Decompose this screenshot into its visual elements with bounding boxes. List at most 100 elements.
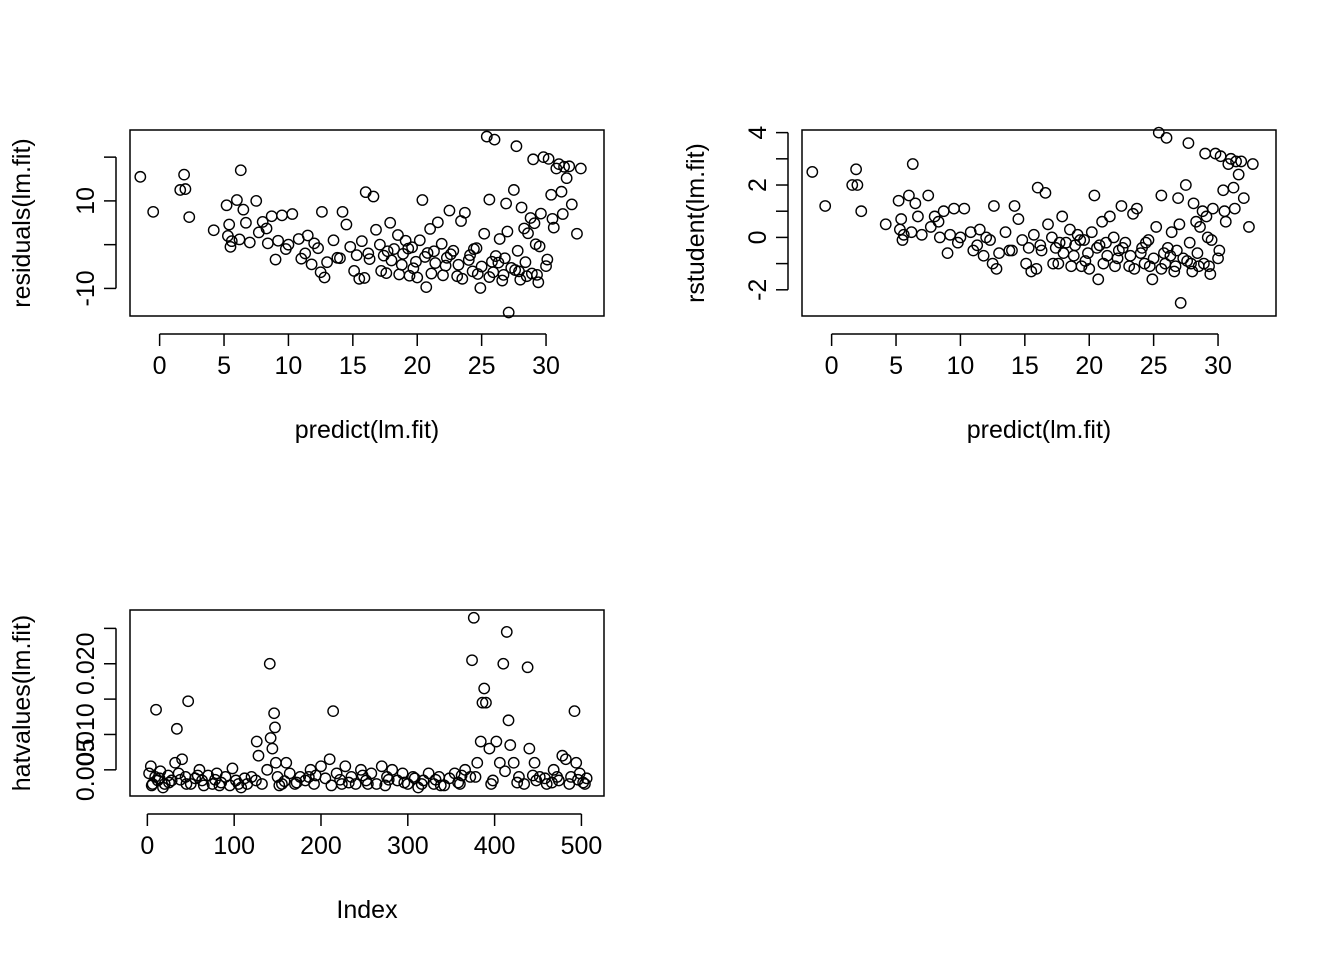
- hatvalues-plot-point: [547, 763, 560, 776]
- residuals-plot-point: [340, 218, 353, 231]
- residuals-plot-point: [240, 216, 252, 229]
- rstudent-plot-point: [1097, 257, 1110, 270]
- residuals-plot-point: [558, 160, 570, 173]
- residuals-plot-point: [480, 130, 493, 143]
- residuals-plot-point: [388, 243, 400, 255]
- hatvalues-plot-x-tick-label: 500: [561, 832, 603, 860]
- rstudent-plot-point: [1161, 241, 1174, 254]
- residuals-plot-point: [373, 238, 386, 251]
- residuals-plot-point: [237, 203, 250, 216]
- rstudent-plot-point: [806, 166, 819, 178]
- hatvalues-plot-point: [474, 735, 487, 748]
- residuals-plot-point: [456, 272, 469, 285]
- residuals-plot-point: [533, 240, 546, 253]
- residuals-plot-point: [269, 253, 282, 266]
- residuals-plot-point: [527, 153, 540, 166]
- hatvalues-plot-point: [197, 779, 210, 792]
- residuals-plot-point: [443, 204, 456, 217]
- residuals-plot-point: [483, 193, 496, 206]
- rstudent-plot-point: [1194, 221, 1206, 233]
- residuals-plot-point: [502, 306, 515, 319]
- rstudent-plot-point: [855, 205, 868, 218]
- hatvalues-plot-point: [408, 772, 421, 785]
- residuals-plot-point: [410, 255, 422, 268]
- rstudent-plot-point: [903, 189, 915, 202]
- hatvalues-plot-point: [556, 749, 569, 762]
- rstudent-plot-point: [1088, 189, 1101, 202]
- residuals-plot-point: [547, 221, 560, 234]
- residuals-plot-point: [498, 252, 511, 265]
- residuals-plot-point: [555, 185, 568, 198]
- hatvalues-plot-point: [153, 772, 166, 785]
- rstudent-plot-y-tick-label: -2: [744, 279, 772, 301]
- hatvalues-plot-x-tick-label: 400: [474, 832, 516, 860]
- hatvalues-plot-point: [268, 707, 281, 720]
- rstudent-plot-point: [984, 234, 996, 246]
- residuals-plot-point: [468, 243, 480, 255]
- residuals-plot-point: [381, 245, 394, 258]
- hatvalues-plot-point: [261, 763, 274, 776]
- hatvalues-plot-point: [266, 742, 279, 755]
- residuals-plot-point: [565, 198, 578, 211]
- residuals-plot-point: [556, 208, 569, 220]
- residuals-plot-point: [574, 162, 587, 175]
- hatvalues-plot-y-title: hatvalues(lm.fit): [8, 615, 36, 791]
- rstudent-plot-point: [879, 218, 892, 231]
- residuals-plot-point: [134, 170, 147, 183]
- hatvalues-plot-point: [485, 778, 498, 790]
- residuals-plot-point: [178, 168, 190, 181]
- hatvalues-plot-point: [502, 714, 515, 727]
- rstudent-plot-y-tick-label: 4: [744, 126, 772, 140]
- rstudent-plot-point: [1150, 221, 1163, 233]
- hatvalues-plot-x-tick-label: 200: [300, 832, 342, 860]
- residuals-plot-point: [384, 216, 397, 229]
- hatvalues-plot-point: [386, 763, 399, 776]
- hatvalues-plot-point: [407, 771, 419, 783]
- hatvalues-plot-point: [497, 657, 510, 670]
- hatvalues-plot-point: [467, 611, 480, 624]
- residuals-plot-point: [525, 267, 538, 280]
- residuals-plot-point: [260, 222, 273, 235]
- residuals-plot-point: [312, 242, 324, 255]
- hatvalues-plot-point: [193, 763, 206, 776]
- residuals-plot-point: [425, 267, 438, 280]
- hatvalues-plot-point: [226, 762, 239, 775]
- rstudent-plot-point: [1232, 168, 1245, 181]
- hatvalues-plot-point: [172, 767, 185, 780]
- hatvalues-plot-point: [455, 769, 468, 782]
- hatvalues-plot-point: [327, 705, 340, 718]
- residuals-plot-point: [380, 267, 393, 280]
- residuals-plot-point: [546, 212, 559, 225]
- residuals-plot-point: [531, 268, 543, 281]
- residuals-plot-x-tick-label: 25: [468, 352, 496, 380]
- rstudent-plot-point: [1143, 260, 1156, 273]
- residuals-plot-point: [359, 186, 372, 199]
- rstudent-plot-point: [1064, 223, 1076, 236]
- rstudent-plot-point: [1200, 210, 1213, 223]
- rstudent-plot-point: [1065, 260, 1078, 273]
- residuals-plot-y-tick-label: 10: [72, 187, 100, 215]
- rstudent-plot-point: [1152, 126, 1165, 139]
- residuals-plot-point: [462, 254, 475, 266]
- residuals-plot-point: [355, 235, 368, 248]
- hatvalues-plot-point: [398, 776, 411, 789]
- rstudent-plot-point: [1027, 228, 1040, 241]
- rstudent-plot-point: [1083, 262, 1096, 275]
- rstudent-plot-point: [892, 194, 905, 207]
- rstudent-plot-point: [1206, 202, 1219, 215]
- residuals-plot-x-tick-label: 15: [339, 352, 367, 380]
- residuals-plot-point: [362, 247, 375, 260]
- rstudent-plot-point: [1092, 273, 1105, 286]
- hatvalues-plot-point: [361, 778, 374, 790]
- rstudent-plot-point: [1103, 210, 1116, 223]
- hatvalues-plot-y-tick-label: 0.005: [72, 739, 100, 802]
- residuals-plot-point: [541, 253, 554, 266]
- hatvalues-plot-x-tick-label: 300: [387, 832, 429, 860]
- hatvalues-plot-point: [334, 773, 346, 786]
- residuals-plot-point: [353, 272, 366, 285]
- residuals-plot-point: [336, 205, 349, 218]
- residuals-plot-x-tick-label: 0: [153, 352, 167, 380]
- hatvalues-plot-x-tick-label: 0: [140, 832, 154, 860]
- rstudent-plot-point: [986, 257, 999, 270]
- residuals-plot-point: [243, 236, 256, 249]
